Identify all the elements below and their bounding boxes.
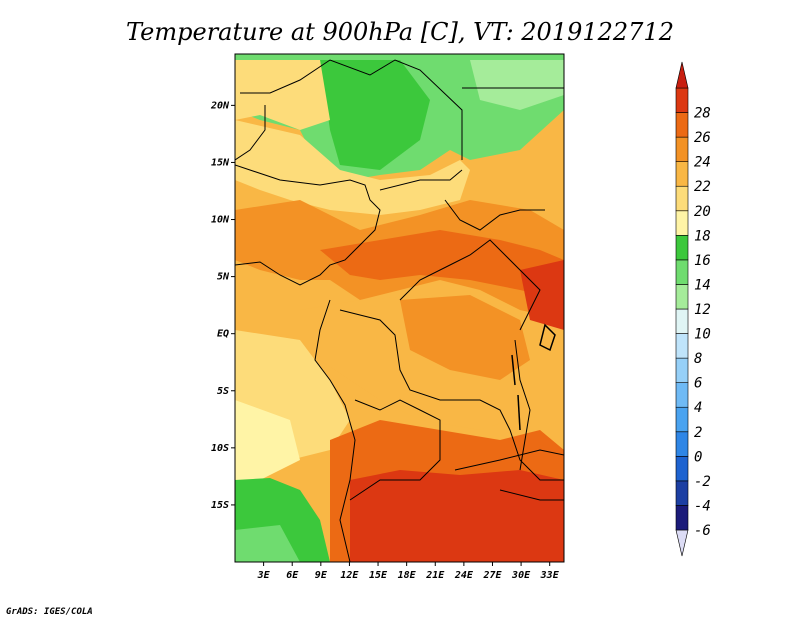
colorbar-tick-label: 28 bbox=[694, 106, 711, 122]
x-tick-label: 6E bbox=[286, 570, 299, 581]
east-hot-field bbox=[520, 260, 564, 330]
colorbar-tick-label: 10 bbox=[694, 327, 711, 343]
colorbar-tick-label: 2 bbox=[694, 425, 702, 441]
north-deep-green-field bbox=[320, 60, 430, 170]
temperature-field bbox=[235, 54, 564, 562]
sahel-field bbox=[235, 120, 470, 215]
central-hot-field bbox=[320, 230, 564, 300]
colorbar-tick-label: 0 bbox=[694, 449, 702, 465]
map-frame bbox=[234, 53, 565, 563]
colorbar-swatch bbox=[675, 333, 689, 359]
colorbar-tick-label: -2 bbox=[694, 474, 711, 490]
colorbar-swatch bbox=[675, 136, 689, 162]
y-tick-label: 10N bbox=[211, 215, 230, 226]
y-tick-label: 5N bbox=[217, 272, 230, 283]
colorbar-tick-label: 26 bbox=[694, 130, 711, 146]
x-tick-label: 9E bbox=[315, 570, 328, 581]
y-tick-label: 5S bbox=[217, 386, 229, 397]
colorbar-swatch bbox=[675, 505, 689, 531]
colorbar-swatch bbox=[675, 210, 689, 236]
chart-title: Temperature at 900hPa [C], VT: 201912271… bbox=[126, 18, 674, 46]
x-tick-label: 18E bbox=[398, 570, 417, 581]
colorbar-swatch bbox=[675, 456, 689, 482]
y-tick-label: 15N bbox=[211, 157, 230, 168]
southwest-light-green-field bbox=[235, 525, 300, 562]
colorbar-swatch bbox=[675, 480, 689, 506]
colorbar-tick-label: -4 bbox=[694, 498, 711, 514]
colorbar-tick-label: 20 bbox=[694, 204, 711, 220]
x-tick-label: 24E bbox=[454, 570, 474, 581]
colorbar-swatch bbox=[675, 87, 689, 113]
y-tick-label: EQ bbox=[217, 329, 229, 340]
lakes bbox=[511, 323, 556, 431]
colorbar-swatch bbox=[675, 431, 689, 457]
colorbar-tick-label: 4 bbox=[694, 400, 702, 416]
credit-text: GrADS: IGES/COLA bbox=[6, 607, 93, 617]
north-light-green-field bbox=[470, 60, 564, 110]
colorbar-swatch bbox=[675, 161, 689, 187]
colorbar-swatch bbox=[675, 284, 689, 310]
x-axis: 3E 6E 9E 12E 15E 18E 21E 24E 27E 30E 33E bbox=[257, 562, 560, 581]
x-tick-label: 21E bbox=[425, 570, 445, 581]
colorbar-tick-label: 16 bbox=[694, 253, 711, 269]
colorbar-swatch bbox=[675, 308, 689, 334]
colorbar-tick-label: -6 bbox=[694, 523, 711, 539]
colorbar-tick-label: 12 bbox=[694, 302, 711, 318]
x-tick-label: 27E bbox=[482, 570, 502, 581]
country-borders bbox=[235, 59, 564, 562]
y-tick-label: 20N bbox=[210, 100, 230, 111]
colorbar-swatch bbox=[675, 357, 689, 383]
colorbar-tick-label: 24 bbox=[694, 155, 711, 171]
x-tick-label: 3E bbox=[257, 570, 271, 581]
south-hot-field bbox=[350, 470, 564, 562]
colorbar-swatch bbox=[675, 185, 689, 212]
congo-east-field bbox=[400, 295, 530, 380]
colorbar-max-arrow bbox=[675, 61, 689, 89]
colorbar-swatch bbox=[675, 259, 689, 285]
northwest-warm-field bbox=[235, 60, 330, 130]
colorbar-tick-label: 8 bbox=[694, 351, 702, 367]
colorbar-min-arrow bbox=[675, 529, 689, 557]
x-tick-label: 12E bbox=[340, 570, 359, 581]
x-tick-label: 15E bbox=[369, 570, 388, 581]
y-axis: 20N 15N 10N 5N EQ 5S 10S 15S bbox=[210, 100, 235, 511]
colorbar-swatch bbox=[675, 112, 689, 138]
colorbar-tick-label: 18 bbox=[694, 228, 711, 244]
colorbar-swatch bbox=[675, 235, 689, 261]
colorbar-tick-label: 6 bbox=[694, 376, 702, 392]
colorbar-tick-label: 14 bbox=[694, 277, 711, 293]
colorbar-tick-label: 22 bbox=[694, 179, 711, 195]
y-tick-label: 15S bbox=[211, 500, 229, 511]
colorbar-swatch bbox=[675, 382, 689, 408]
west-coast-light-field bbox=[235, 400, 300, 480]
x-tick-label: 30E bbox=[511, 570, 531, 581]
y-tick-label: 10S bbox=[211, 443, 229, 454]
colorbar-swatch bbox=[675, 406, 689, 433]
x-tick-label: 33E bbox=[540, 570, 560, 581]
